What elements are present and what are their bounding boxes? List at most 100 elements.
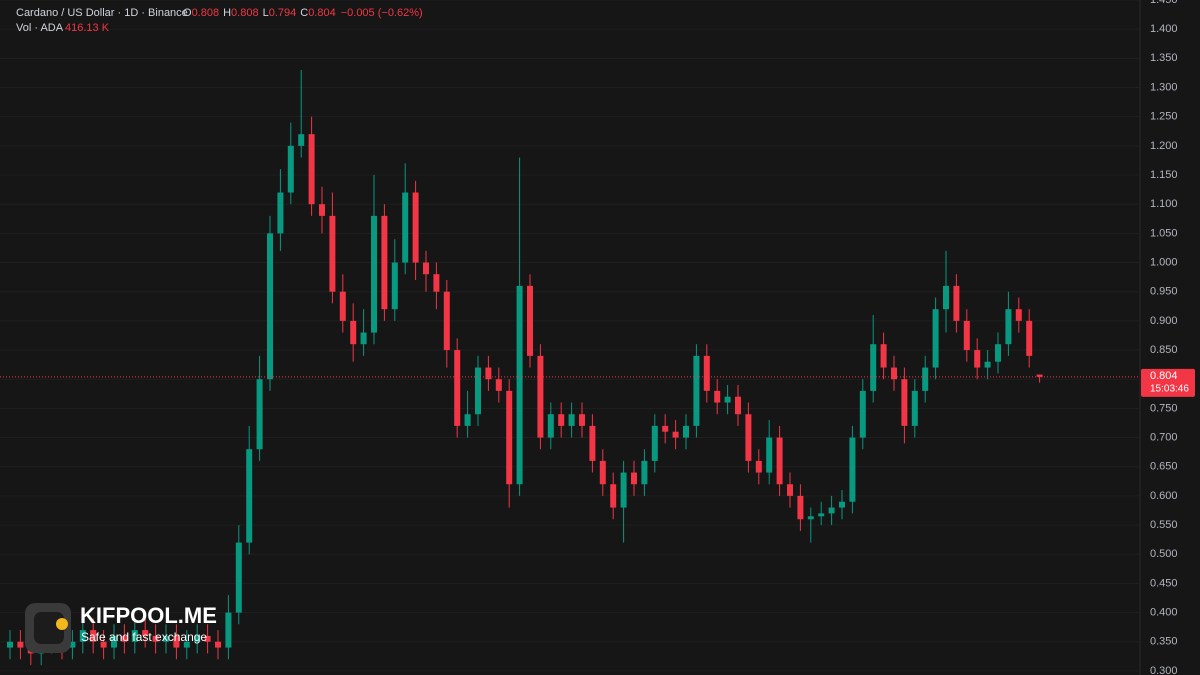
candle-body (131, 630, 138, 642)
y-tick-label: 0.950 (1150, 286, 1178, 298)
candle-body (755, 460, 762, 473)
candle-body (443, 291, 450, 351)
candle-body (412, 192, 419, 263)
candle-body (194, 635, 201, 642)
change: −0.005 (−0.62%) (341, 7, 423, 19)
candle-body (537, 355, 544, 438)
candle-body (267, 233, 273, 380)
watermark: KIFPOOL.ME Safe and fast exchange (25, 603, 217, 653)
candle-body (475, 367, 481, 415)
watermark-title: KIFPOOL.ME (80, 603, 217, 628)
candle-body (495, 379, 502, 391)
candle-body (735, 396, 741, 415)
candle-body (849, 437, 856, 502)
candle-body (163, 635, 169, 642)
y-tick-label: 1.250 (1150, 111, 1178, 123)
candle-body (298, 134, 305, 146)
candle-body (329, 215, 336, 292)
candle-body (173, 635, 180, 648)
candle-body (599, 460, 606, 485)
candle-body (839, 501, 845, 508)
candle-body (797, 495, 804, 520)
y-tick-label: 0.900 (1150, 315, 1178, 327)
y-tick-label: 1.000 (1150, 256, 1178, 268)
y-tick-label: 0.550 (1150, 519, 1178, 531)
candle-body (371, 215, 377, 333)
candle-body (350, 320, 357, 345)
legend-value: 0.794 (269, 7, 297, 19)
legend: Cardano / US Dollar · 1D · Binance O0.80… (16, 7, 423, 34)
legend-value: 0.804 (308, 7, 336, 19)
candle-body (995, 344, 1001, 362)
candle-body (963, 320, 970, 351)
candle-body (953, 285, 960, 321)
candle-body (152, 635, 159, 642)
candle-body (464, 414, 471, 426)
candle-body (423, 262, 429, 275)
candle-body (932, 309, 939, 368)
y-tick-label: 1.450 (1150, 0, 1178, 6)
candle-body (984, 361, 991, 368)
candle-body (235, 542, 242, 613)
candle-body (142, 630, 149, 636)
candle-body (547, 414, 554, 438)
y-tick-label: 0.450 (1150, 577, 1178, 589)
candle-body (818, 513, 825, 517)
price-axis: 0.300 0.350 0.400 0.450 0.500 0.550 0.600 0.650… (1141, 0, 1195, 675)
candle-body (579, 414, 585, 426)
candle-body (1015, 309, 1022, 321)
y-tick-label: 1.300 (1150, 81, 1178, 93)
candle-body (17, 641, 24, 648)
candle-body (641, 460, 648, 485)
candle-body (360, 332, 367, 345)
y-tick-label: 0.750 (1150, 402, 1178, 414)
candle-body (381, 215, 388, 310)
candle-body (672, 431, 679, 438)
candle-body (807, 516, 814, 520)
candle-body (100, 641, 107, 648)
candle-body (1026, 320, 1033, 356)
candle-body (620, 472, 627, 508)
candle-body (662, 425, 669, 432)
candle-body (631, 472, 637, 485)
candle-body (714, 390, 721, 403)
ohlc-values: O0.808 H0.808 L0.794 C0.804 −0.005 (−0.62%) (183, 7, 423, 19)
watermark-logo-dot (56, 618, 68, 630)
candle-body (1036, 374, 1043, 377)
candle-body (683, 425, 689, 438)
candle-body (454, 350, 461, 426)
candle-body (256, 379, 263, 450)
candle-body (859, 390, 866, 438)
candle-body (922, 367, 929, 391)
candle-body (776, 437, 783, 485)
candle-body (225, 612, 232, 648)
legend-value: 0.808 (231, 7, 259, 19)
candle-body (527, 285, 533, 356)
candle-body (745, 414, 752, 461)
candle-body (111, 635, 117, 648)
candle-body (568, 414, 575, 426)
candle-body (79, 630, 86, 642)
candle-body (121, 635, 128, 642)
legend-label: L (263, 7, 269, 19)
candle-body (90, 630, 97, 642)
candle-body (787, 484, 793, 496)
volume-label: Vol · ADA (16, 22, 64, 34)
legend-label: O (183, 7, 192, 19)
candle-body (319, 204, 325, 216)
y-tick-label: 0.600 (1150, 490, 1178, 502)
y-tick-label: 1.400 (1150, 23, 1178, 35)
candle-body (69, 641, 76, 648)
candle-body (880, 344, 887, 368)
candle-body (766, 437, 773, 473)
candles (0, 70, 1140, 666)
grid (0, 0, 1140, 671)
candle-body (901, 379, 908, 426)
volume-value: 416.13 K (65, 22, 110, 34)
y-tick-label: 0.500 (1150, 548, 1178, 560)
candle-body (610, 484, 617, 508)
candle-body (828, 507, 835, 514)
